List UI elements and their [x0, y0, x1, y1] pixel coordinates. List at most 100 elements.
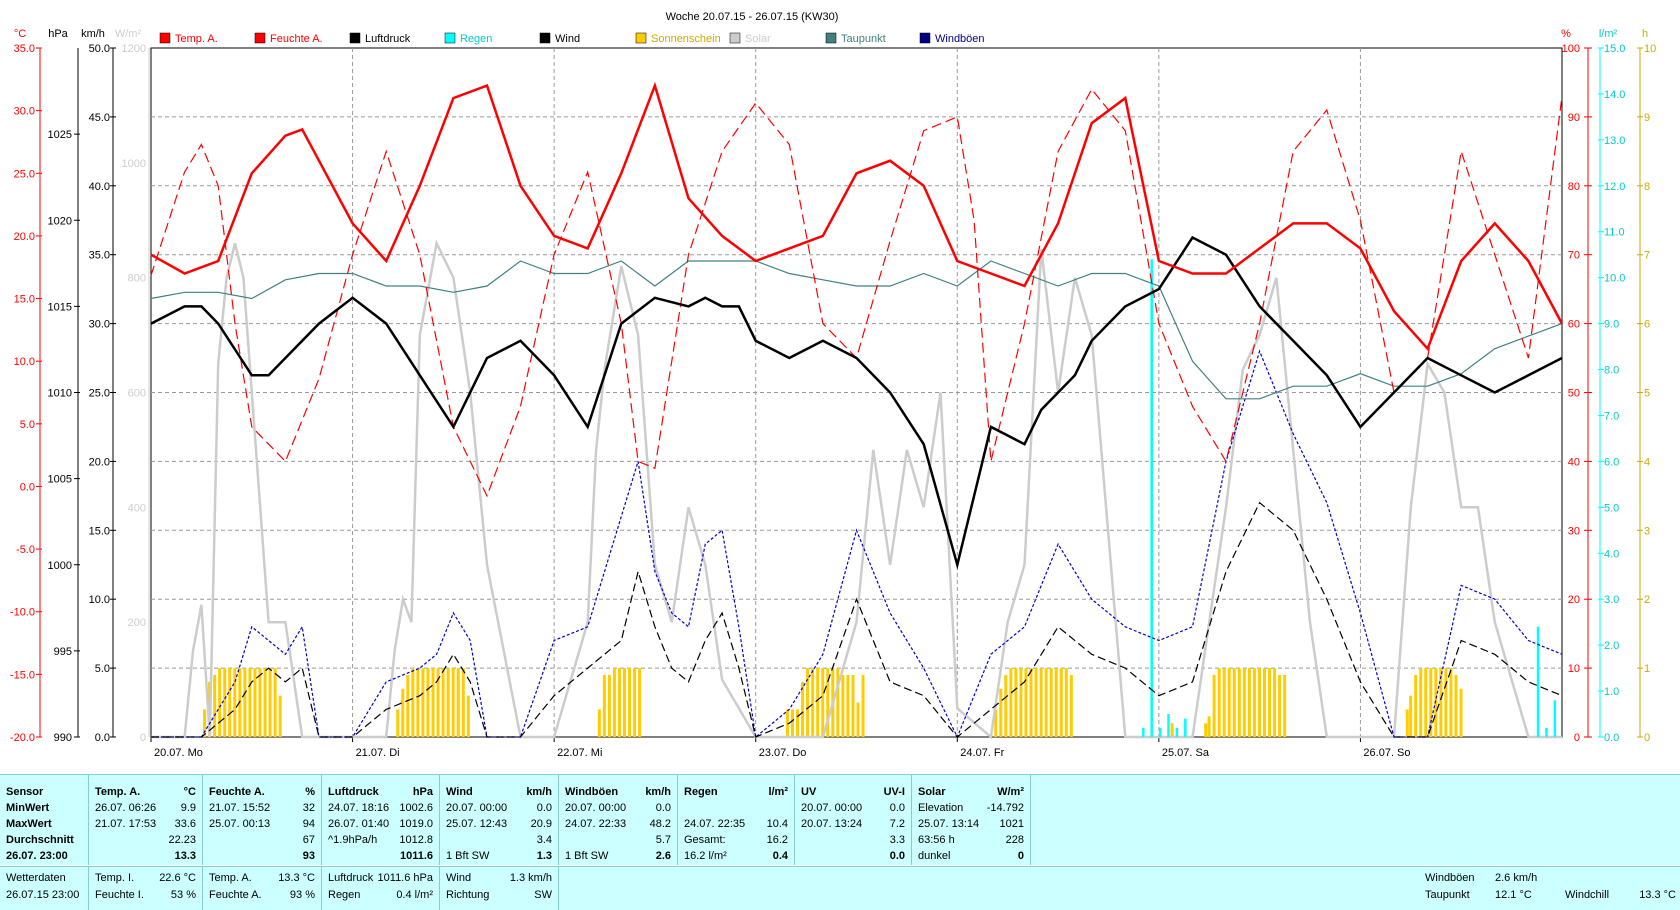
bottom-value: 1011.6 hPa: [377, 872, 433, 884]
sunshine-bar: [456, 668, 460, 737]
sunshine-bar: [248, 668, 252, 737]
sunshine-bar: [1009, 668, 1013, 737]
bottom-label: Feuchte I.: [95, 889, 144, 901]
bottom-druck: Luftdruck 1011.6 hPa Regen 0.4 l/m²: [322, 867, 440, 910]
tick-rain: 0.0: [1604, 732, 1619, 744]
tick-hpa: 990: [54, 732, 72, 744]
sunshine-bar: [1217, 668, 1221, 737]
legend-swatch: [919, 32, 931, 44]
day-label: 24.07. Fr: [960, 747, 1004, 759]
sunshine-bar: [268, 668, 272, 737]
stats-col-wind: Wind km/h 20.07. 00:00 0.0 25.07. 12:43 20.9 3…: [440, 775, 559, 865]
sunshine-bar: [796, 709, 800, 737]
stats-row-date: Gesamt:: [684, 834, 726, 846]
tick-kmh: 15.0: [89, 525, 110, 537]
sunshine-bar: [801, 681, 805, 737]
stats-row-value: 0.4: [772, 850, 788, 862]
stats-row-value: 5.7: [655, 834, 671, 846]
stats-row-value: 10.4: [766, 818, 788, 830]
sunshine-bar: [1069, 674, 1073, 737]
bottom-label: Luftdruck: [328, 872, 374, 884]
statistics-panel: Sensor MinWert MaxWert Durchschnitt 26.07. 2…: [0, 774, 1680, 865]
series-humidity: [150, 88, 1563, 498]
bottom-value: SW: [534, 889, 552, 901]
sunshine-bar: [273, 668, 277, 737]
sunshine-bar: [1019, 668, 1023, 737]
sunshine-bar: [1014, 668, 1018, 737]
sunshine-bar: [228, 668, 232, 737]
sunshine-bar: [623, 668, 627, 737]
unit-sun: h: [1642, 28, 1648, 40]
rain-bar: [1150, 259, 1153, 737]
legend-swatch: [729, 32, 741, 44]
rain-bar: [1545, 727, 1548, 737]
stats-row-value: 1.3: [536, 850, 552, 862]
tick-solar: 1000: [122, 158, 146, 170]
sunshine-bar: [841, 674, 845, 737]
stats-row-value: 16.2: [766, 834, 788, 846]
sunshine-bar: [1039, 668, 1043, 737]
stats-row-date: 24.07. 22:33: [565, 818, 627, 830]
series-gust: [151, 349, 1563, 739]
rain-bar: [1167, 714, 1170, 737]
stats-row-label: MinWert: [6, 802, 50, 814]
rain-bar: [1184, 718, 1187, 737]
bottom-innen: Temp. I. 22.6 °C Feuchte I. 53 %: [89, 867, 203, 910]
sunshine-bar: [278, 695, 282, 737]
stats-header: Windböen: [565, 786, 619, 798]
tick-hum: 10: [1568, 663, 1580, 675]
stats-header: Feuchte A.: [209, 786, 265, 798]
sunshine-bar: [1405, 709, 1409, 737]
legend-label: Regen: [460, 33, 492, 45]
stats-row-date: 25.07. 12:43: [446, 818, 508, 830]
day-label: 20.07. Mo: [154, 747, 203, 759]
bottom-value: 12.1 °C: [1495, 889, 1532, 901]
sunshine-bar: [1409, 695, 1413, 737]
tick-sun: 2: [1644, 594, 1650, 606]
day-label: 21.07. Di: [356, 747, 400, 759]
tick-temp: 5.0: [20, 419, 35, 431]
sunshine-bar: [218, 668, 222, 737]
bottom-value: 53 %: [170, 889, 196, 901]
tick-solar: 400: [128, 502, 146, 514]
stats-row-value: 0.0: [889, 802, 905, 814]
sunshine-bar: [1227, 668, 1231, 737]
tick-temp: 10.0: [14, 356, 35, 368]
stats-row-value: 2.6: [655, 850, 671, 862]
stats-row-date: 1 Bft SW: [565, 850, 609, 862]
sunshine-bar: [861, 674, 865, 737]
tick-rain: 8.0: [1604, 365, 1619, 377]
tick-temp: -10.0: [10, 607, 35, 619]
stats-col-sensor: Sensor MinWert MaxWert Durchschnitt 26.07. 2…: [0, 775, 89, 865]
stats-row-value: 0.0: [889, 850, 905, 862]
tick-hum: 30: [1568, 525, 1580, 537]
tick-rain: 3.0: [1604, 594, 1619, 606]
sunshine-bar: [1034, 668, 1038, 737]
sunshine-bar: [994, 709, 998, 737]
sunshine-bar: [416, 668, 420, 737]
stats-header: Solar: [918, 786, 946, 798]
tick-rain: 15.0: [1604, 43, 1625, 55]
bottom-label: Wind: [446, 872, 472, 884]
stats-row-date: dunkel: [918, 850, 951, 862]
stats-row-value: 20.9: [530, 818, 552, 830]
tick-temp: -5.0: [16, 544, 35, 556]
stats-row-date: 21.07. 15:52: [209, 802, 271, 814]
tick-rain: 7.0: [1604, 410, 1619, 422]
tick-hum: 100: [1562, 43, 1580, 55]
tick-hpa: 1000: [48, 560, 72, 572]
stats-header: Luftdruck: [328, 786, 379, 798]
stats-row-value: 13.3: [174, 850, 196, 862]
tick-kmh: 5.0: [95, 663, 110, 675]
bottom-value: 13.3 °C: [1639, 889, 1676, 901]
tick-solar: 600: [128, 388, 146, 400]
stats-row-value: 32: [302, 802, 315, 814]
stats-row-date: 24.07. 18:16: [328, 802, 390, 814]
stats-unit: km/h: [526, 786, 552, 798]
stats-col-solar: Solar W/m² Elevation -14.792 25.07. 13:14 102…: [912, 775, 1031, 865]
sunshine-bar: [203, 709, 207, 737]
stats-row-date: 16.2 l/m²: [684, 850, 727, 862]
bottom-label: Temp. I.: [95, 872, 135, 884]
rain-bar: [1175, 727, 1179, 737]
stats-row-value: 0.0: [536, 802, 552, 814]
